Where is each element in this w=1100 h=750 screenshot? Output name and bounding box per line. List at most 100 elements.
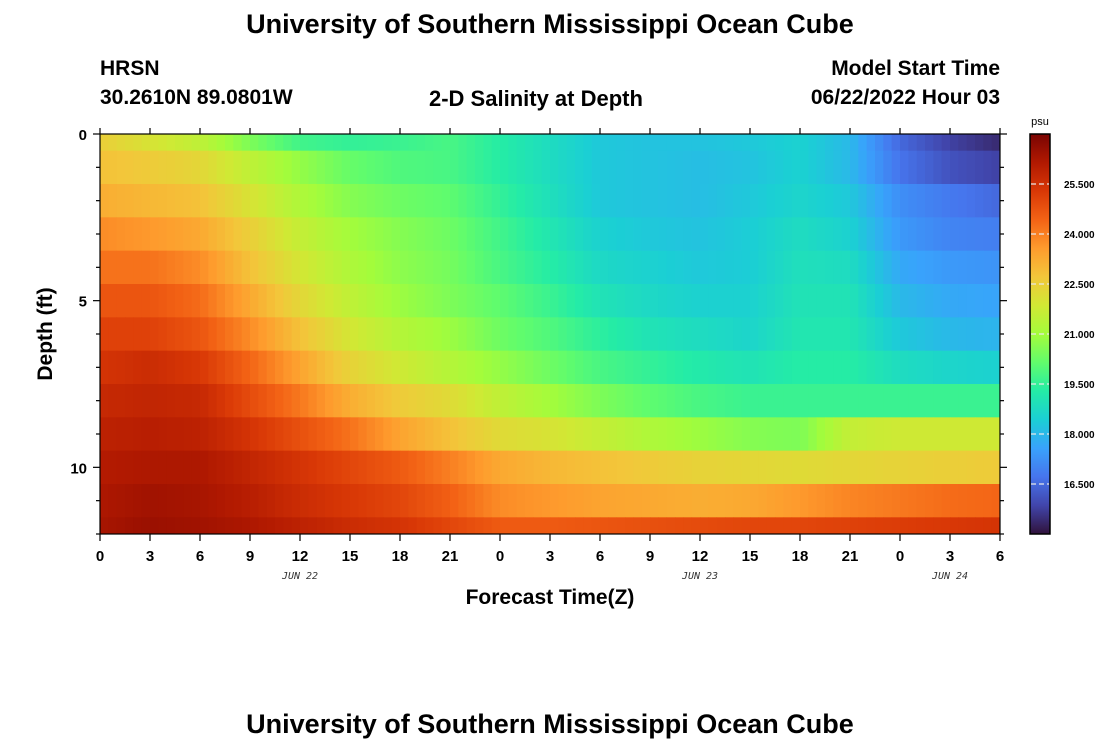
heatmap-cell — [425, 517, 434, 535]
heatmap-cell — [191, 184, 201, 218]
heatmap-cell — [908, 217, 918, 252]
heatmap-cell — [833, 150, 843, 185]
heatmap-cell — [241, 250, 251, 285]
heatmap-cell — [450, 134, 459, 152]
heatmap-cell — [925, 317, 934, 352]
heatmap-cell — [858, 134, 868, 152]
heatmap-cell — [183, 250, 193, 285]
heatmap-cell — [491, 150, 501, 185]
heatmap-cell — [466, 517, 476, 535]
heatmap-cell — [358, 284, 368, 318]
heatmap-cell — [466, 217, 476, 252]
heatmap-cell — [391, 350, 401, 385]
heatmap-cell — [425, 317, 434, 352]
heatmap-cell — [458, 350, 468, 385]
heatmap-cell — [800, 184, 809, 218]
heatmap-cell — [675, 317, 684, 352]
heatmap-cell — [316, 384, 326, 418]
heatmap-cell — [350, 517, 359, 535]
heatmap-cell — [308, 217, 318, 252]
heatmap-cell — [833, 417, 843, 452]
heatmap-cell — [858, 317, 868, 352]
heatmap-cell — [250, 134, 259, 152]
x-tick-label: 15 — [742, 548, 759, 565]
heatmap-cell — [533, 250, 543, 285]
heatmap-cell — [341, 184, 351, 218]
heatmap-cell — [983, 317, 993, 352]
heatmap-cell — [616, 450, 626, 485]
heatmap-cell — [958, 350, 968, 385]
heatmap-cell — [408, 417, 418, 452]
heatmap-cell — [608, 384, 618, 418]
heatmap-cell — [225, 150, 234, 185]
heatmap-cell — [216, 384, 226, 418]
heatmap-cell — [841, 484, 851, 518]
heatmap-cell — [408, 350, 418, 385]
heatmap-cell — [916, 417, 926, 452]
heatmap-cell — [725, 384, 734, 418]
heatmap-cell — [425, 217, 434, 252]
heatmap-cell — [725, 217, 734, 252]
heatmap-cell — [833, 184, 843, 218]
heatmap-cell — [900, 217, 909, 252]
heatmap-cell — [958, 217, 968, 252]
heatmap-cell — [283, 484, 293, 518]
heatmap-cell — [975, 150, 984, 185]
heatmap-cell — [608, 134, 618, 152]
heatmap-cell — [966, 450, 976, 485]
heatmap-cell — [566, 350, 576, 385]
heatmap-cell — [133, 317, 143, 352]
heatmap-cell — [175, 284, 184, 318]
heatmap-cell — [783, 317, 793, 352]
heatmap-cell — [500, 150, 509, 185]
heatmap-cell — [941, 217, 951, 252]
heatmap-cell — [758, 450, 768, 485]
heatmap-cell — [900, 150, 909, 185]
heatmap-cell — [325, 450, 334, 485]
heatmap-cell — [233, 450, 243, 485]
heatmap-cell — [750, 134, 759, 152]
heatmap-cell — [358, 384, 368, 418]
heatmap-cell — [316, 484, 326, 518]
heatmap-cell — [208, 517, 218, 535]
heatmap-cell — [150, 417, 159, 452]
heatmap-cell — [358, 184, 368, 218]
heatmap-cell — [633, 217, 643, 252]
heatmap-cell — [658, 517, 668, 535]
heatmap-cell — [508, 217, 518, 252]
heatmap-cell — [566, 284, 576, 318]
heatmap-cell — [391, 484, 401, 518]
heatmap-cell — [283, 350, 293, 385]
heatmap-cell — [791, 250, 801, 285]
heatmap-cell — [750, 417, 759, 452]
heatmap-cell — [575, 484, 584, 518]
heatmap-cell — [616, 284, 626, 318]
heatmap-cell — [108, 150, 118, 185]
heatmap-cell — [366, 134, 376, 152]
heatmap-cell — [375, 150, 384, 185]
heatmap-cell — [341, 417, 351, 452]
heatmap-cell — [150, 150, 159, 185]
heatmap-cell — [891, 484, 901, 518]
heatmap-cell — [316, 517, 326, 535]
heatmap-cell — [783, 350, 793, 385]
heatmap-cell — [741, 250, 751, 285]
heatmap-cell — [325, 484, 334, 518]
heatmap-cell — [850, 184, 859, 218]
heatmap-cell — [166, 417, 176, 452]
heatmap-cell — [200, 217, 209, 252]
heatmap-cell — [683, 417, 693, 452]
heatmap-cell — [641, 184, 651, 218]
heatmap-cell — [841, 317, 851, 352]
heatmap-cell — [875, 184, 884, 218]
heatmap-cell — [675, 384, 684, 418]
heatmap-cell — [633, 350, 643, 385]
heatmap-cell — [816, 384, 826, 418]
heatmap-cell — [800, 250, 809, 285]
heatmap-cell — [441, 384, 451, 418]
heatmap-cell — [508, 250, 518, 285]
heatmap-cell — [725, 134, 734, 152]
heatmap-cell — [700, 317, 709, 352]
heatmap-cell — [441, 184, 451, 218]
heatmap-cell — [400, 150, 409, 185]
